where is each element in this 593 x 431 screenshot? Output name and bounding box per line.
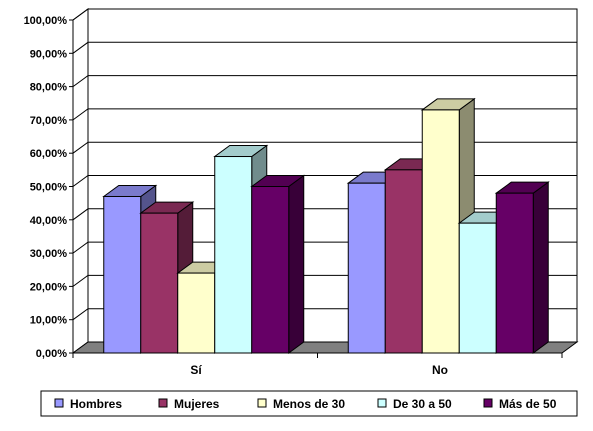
legend-item: Más de 50 [483, 397, 557, 411]
legend-swatch [257, 398, 267, 408]
gridline [72, 75, 577, 88]
bar-front [140, 212, 179, 354]
gridline [72, 141, 577, 154]
legend-label: Más de 50 [499, 397, 557, 411]
legend-label: Mujeres [174, 397, 220, 411]
bar-front [177, 272, 216, 354]
legend-item: Menos de 30 [257, 397, 345, 411]
legend: Hombres Mujeres Menos de 30 De 30 a 50 Más d… [40, 390, 578, 417]
bar-side [532, 181, 549, 354]
bar-front [384, 169, 423, 354]
legend-swatch [483, 398, 493, 408]
gridline [72, 41, 577, 54]
y-tick-label: 100,00% [24, 15, 68, 27]
y-tick-label: 40,00% [30, 215, 68, 227]
y-axis: 0,00% 10,00% 20,00% 30,00% 40,00% 50,00% 60,00… [24, 15, 74, 360]
legend-label: Menos de 30 [273, 397, 345, 411]
legend-swatch [377, 398, 387, 408]
bar-front [214, 156, 253, 354]
bar-front [458, 222, 497, 354]
legend-label: De 30 a 50 [393, 397, 452, 411]
category-label-no: No [432, 363, 448, 377]
bar-no-más-de-50 [494, 181, 550, 354]
bar-sí-más-de-50 [250, 174, 306, 354]
legend-swatch [158, 398, 168, 408]
y-tick-label: 10,00% [30, 315, 68, 327]
legend-item: De 30 a 50 [377, 397, 452, 411]
y-tick-label: 30,00% [30, 248, 68, 260]
bar-front [421, 109, 460, 354]
bar-front [251, 186, 290, 354]
y-tick-label: 20,00% [30, 281, 68, 293]
bar-front [103, 195, 142, 354]
gridline [72, 8, 577, 21]
bars [102, 97, 550, 354]
y-tick-label: 50,00% [30, 182, 68, 194]
y-tick-label: 0,00% [36, 348, 67, 360]
y-tick-label: 70,00% [30, 115, 68, 127]
y-tick-label: 60,00% [30, 148, 68, 160]
legend-item: Mujeres [158, 397, 220, 411]
legend-label: Hombres [70, 397, 122, 411]
bar-front [347, 182, 386, 354]
legend-swatch [54, 398, 64, 408]
legend-item: Hombres [54, 397, 122, 411]
category-label-si: Sí [190, 363, 202, 377]
x-axis: Sí No [190, 363, 448, 377]
gridline [72, 108, 577, 121]
y-tick-label: 80,00% [30, 82, 68, 94]
bar-front [495, 192, 534, 354]
bar-side [288, 174, 305, 354]
y-tick-label: 90,00% [30, 48, 68, 60]
